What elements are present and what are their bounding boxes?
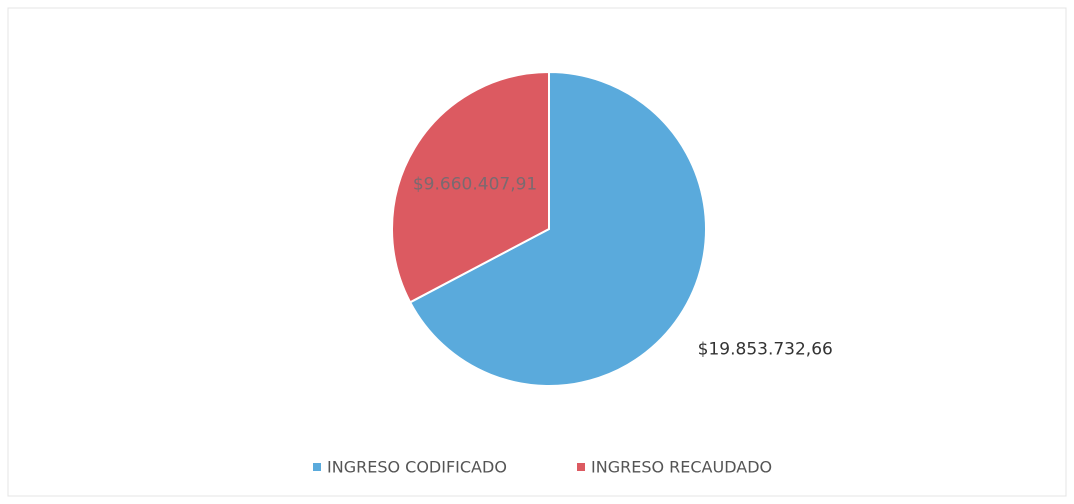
legend-label: INGRESO CODIFICADO (327, 458, 507, 477)
legend-label: INGRESO RECAUDADO (591, 458, 772, 477)
pie-slice (408, 70, 707, 387)
legend-swatch (313, 463, 321, 471)
data-label: $19.853.732,66 (698, 340, 833, 360)
data-label: $9.660.407,91 (413, 174, 537, 194)
legend-swatch (577, 463, 585, 471)
pie-slice (391, 70, 550, 304)
